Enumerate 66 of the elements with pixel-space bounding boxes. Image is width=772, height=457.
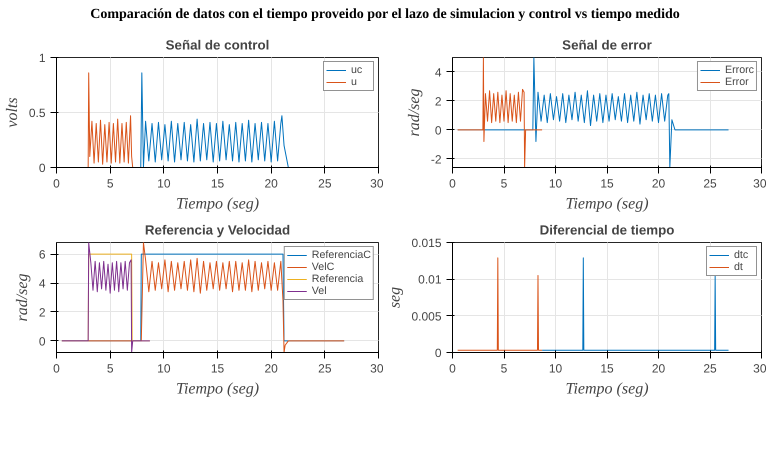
y-tick-label: 0	[434, 123, 442, 138]
x-tick-label: 25	[703, 362, 717, 376]
text: Comparación de datos con el tiempo proveido por el lazo de simulacion y control vs tiempo medido	[90, 6, 680, 24]
y-tick-label: 0	[38, 334, 46, 348]
x-tick-label: 25	[318, 176, 332, 190]
y-tick-label: 1	[38, 51, 46, 65]
x-tick-label: 0	[53, 362, 60, 376]
legend-label: VelC	[312, 261, 334, 273]
x-tick-label: 10	[548, 362, 562, 376]
y-tick-label: 0	[434, 346, 442, 360]
x-tick-label: 20	[264, 176, 278, 190]
y-tick-label: 2	[38, 305, 46, 320]
chart-title: Señal de control	[166, 38, 270, 52]
y-axis-title: volts	[4, 97, 21, 128]
x-tick-label: 5	[106, 176, 114, 190]
x-tick-label: 10	[157, 176, 171, 190]
chart-title: Referencia y Velocidad	[144, 222, 290, 238]
x-tick-label: 0	[53, 176, 60, 190]
x-tick-label: 25	[703, 176, 717, 190]
y-tick-label: -2	[430, 152, 442, 166]
y-tick-label: 0.005	[411, 309, 442, 324]
y-tick-label: 4	[434, 65, 442, 80]
legend-label: dtc	[734, 249, 750, 261]
x-tick-label: 5	[500, 176, 508, 190]
x-axis-title: Tiempo (seg)	[565, 196, 649, 212]
x-tick-label: 15	[210, 362, 224, 376]
chart-title: Señal de error	[562, 38, 652, 52]
x-axis-title: Tiempo (seg)	[176, 380, 260, 398]
x-tick-label: 30	[370, 176, 384, 190]
legend-label: Vel	[312, 285, 328, 297]
x-tick-label: 20	[264, 362, 278, 376]
x-tick-label: 20	[652, 362, 666, 376]
y-axis-title: rad/seg	[406, 88, 423, 136]
y-axis-title: rad/seg	[14, 274, 31, 322]
x-tick-label: 5	[106, 362, 114, 376]
x-tick-label: 5	[500, 362, 508, 376]
legend-label: uc	[351, 64, 364, 76]
x-tick-label: 20	[652, 176, 666, 190]
legend-label: dt	[734, 261, 744, 273]
x-axis-title: Tiempo (seg)	[565, 380, 649, 398]
y-tick-label: 4	[38, 276, 46, 291]
x-tick-label: 15	[210, 176, 224, 190]
x-tick-label: 30	[753, 362, 767, 376]
x-axis-title: Tiempo (seg)	[176, 196, 260, 212]
x-tick-label: 10	[548, 176, 562, 190]
x-tick-label: 30	[753, 176, 767, 190]
x-tick-label: 30	[370, 362, 384, 376]
x-tick-label: 15	[600, 176, 614, 190]
legend-label: ReferenciaC	[312, 249, 371, 261]
legend-label: Error	[724, 76, 749, 88]
x-tick-label: 25	[318, 362, 332, 376]
legend-label: Errorc	[724, 64, 754, 76]
x-tick-label: 15	[600, 362, 614, 376]
x-tick-label: 0	[449, 362, 456, 376]
y-tick-label: 0	[38, 161, 46, 175]
y-tick-label: 0.5	[28, 106, 46, 120]
x-tick-label: 0	[449, 176, 456, 190]
y-tick-label: 0.015	[411, 236, 442, 250]
y-tick-label: 0.01	[418, 272, 442, 287]
x-tick-label: 10	[157, 362, 171, 376]
legend-label: u	[351, 76, 358, 88]
legend-label: Referencia	[312, 273, 364, 285]
y-tick-label: 2	[434, 94, 442, 108]
chart-title: Diferencial de tiempo	[540, 222, 674, 238]
y-tick-label: 6	[38, 248, 46, 262]
y-axis-title: seg	[386, 286, 404, 308]
